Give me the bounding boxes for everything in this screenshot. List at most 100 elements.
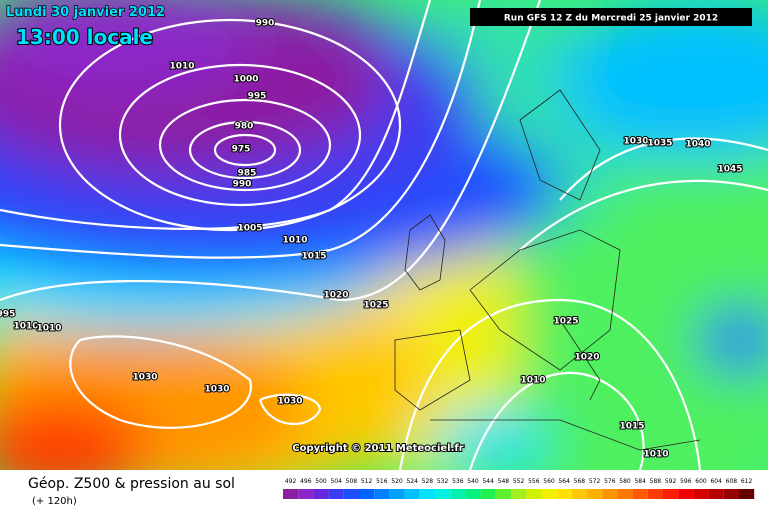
legend-label: 532 xyxy=(437,478,449,485)
legend-label: 584 xyxy=(634,478,646,485)
isobar-label: 990 xyxy=(256,19,275,29)
isobar-label: 995 xyxy=(248,92,267,102)
isobar-label: 1030 xyxy=(204,385,229,395)
isobar-label: 1030 xyxy=(132,373,157,383)
legend-swatch xyxy=(283,489,299,499)
legend-label: 524 xyxy=(406,478,418,485)
legend-swatch xyxy=(723,489,739,499)
footer-title: Géop. Z500 & pression au sol xyxy=(28,476,235,492)
legend-swatch xyxy=(571,489,587,499)
legend-swatch xyxy=(359,489,375,499)
isobar-label: 1010 xyxy=(36,324,61,334)
legend-swatch xyxy=(389,489,405,499)
isobar-label: 1020 xyxy=(574,353,599,363)
legend-label: 500 xyxy=(315,478,327,485)
legend-label: 596 xyxy=(680,478,692,485)
isobar-label: 980 xyxy=(235,122,254,132)
date: Lundi 30 janvier 2012 xyxy=(6,5,165,20)
legend-swatch xyxy=(602,489,618,499)
isobar-label: 1045 xyxy=(717,165,742,175)
legend-swatch xyxy=(663,489,679,499)
local-time: 13:00 locale xyxy=(16,25,153,49)
isobar-label: 1010 xyxy=(169,62,194,72)
legend-label: 592 xyxy=(665,478,677,485)
legend-label: 544 xyxy=(482,478,494,485)
legend-label: 600 xyxy=(695,478,707,485)
legend-label: 512 xyxy=(361,478,373,485)
isobar-label: 1040 xyxy=(685,140,710,150)
legend-label: 496 xyxy=(300,478,312,485)
legend-label: 608 xyxy=(726,478,738,485)
legend-swatch xyxy=(495,489,511,499)
isobar-label: 995 xyxy=(0,310,15,320)
legend-swatch xyxy=(450,489,466,499)
legend-label: 536 xyxy=(452,478,464,485)
isobar-label: 1015 xyxy=(619,422,644,432)
legend-label: 576 xyxy=(604,478,616,485)
legend-swatch xyxy=(587,489,603,499)
coastlines xyxy=(394,89,701,451)
legend-swatch xyxy=(313,489,329,499)
legend-label: 612 xyxy=(741,478,753,485)
isobar-label: 1030 xyxy=(623,137,648,147)
isobar-label: 1005 xyxy=(237,224,262,234)
legend-label: 560 xyxy=(543,478,555,485)
legend-swatch xyxy=(678,489,694,499)
legend-label: 548 xyxy=(498,478,510,485)
isobar-label: 1010 xyxy=(520,376,545,386)
legend-swatch xyxy=(541,489,557,499)
legend-swatch xyxy=(435,489,451,499)
legend-swatch xyxy=(526,489,542,499)
legend-swatch xyxy=(647,489,663,499)
legend-label: 540 xyxy=(467,478,479,485)
run-info: Run GFS 12 Z du Mercredi 25 janvier 2012 xyxy=(504,14,718,24)
isobar-label: 990 xyxy=(233,180,252,190)
legend-swatch xyxy=(374,489,390,499)
isobar-label: 1020 xyxy=(323,291,348,301)
legend-label: 528 xyxy=(422,478,434,485)
legend-label: 604 xyxy=(710,478,722,485)
isobar-label: 1035 xyxy=(647,139,672,149)
isobar-label: 1015 xyxy=(301,252,326,262)
isobar-label: 1010 xyxy=(13,322,38,332)
isobar-label: 1025 xyxy=(363,301,388,311)
legend-label: 568 xyxy=(574,478,586,485)
legend-label: 508 xyxy=(346,478,358,485)
copyright: Copyright © 2011 Meteociel.fr xyxy=(292,443,463,454)
legend-label: 580 xyxy=(619,478,631,485)
isobar-label: 1000 xyxy=(233,75,258,85)
legend-swatch xyxy=(556,489,572,499)
legend-label: 552 xyxy=(513,478,525,485)
legend-swatch xyxy=(632,489,648,499)
isobar-label: 1025 xyxy=(553,317,578,327)
legend-label: 588 xyxy=(650,478,662,485)
legend-swatch xyxy=(693,489,709,499)
legend-label: 504 xyxy=(330,478,342,485)
legend-swatch xyxy=(708,489,724,499)
lead-time: (+ 120h) xyxy=(32,496,77,507)
legend-label: 492 xyxy=(285,478,297,485)
legend-label: 572 xyxy=(589,478,601,485)
legend-label: 556 xyxy=(528,478,540,485)
isobar-label: 1010 xyxy=(643,450,668,460)
legend-swatch xyxy=(511,489,527,499)
legend-label: 516 xyxy=(376,478,388,485)
isobar-label: 975 xyxy=(232,145,251,155)
legend-swatch xyxy=(343,489,359,499)
legend-swatch xyxy=(298,489,314,499)
legend-swatch xyxy=(739,489,755,499)
isobar-label: 1030 xyxy=(277,397,302,407)
isobar-label: 985 xyxy=(238,169,257,179)
legend-swatch xyxy=(328,489,344,499)
legend-swatch xyxy=(404,489,420,499)
legend-swatch xyxy=(480,489,496,499)
isobars xyxy=(0,0,768,470)
legend-swatch xyxy=(419,489,435,499)
legend-label: 520 xyxy=(391,478,403,485)
run-box xyxy=(470,8,752,26)
legend-label: 564 xyxy=(558,478,570,485)
legend-swatch xyxy=(465,489,481,499)
